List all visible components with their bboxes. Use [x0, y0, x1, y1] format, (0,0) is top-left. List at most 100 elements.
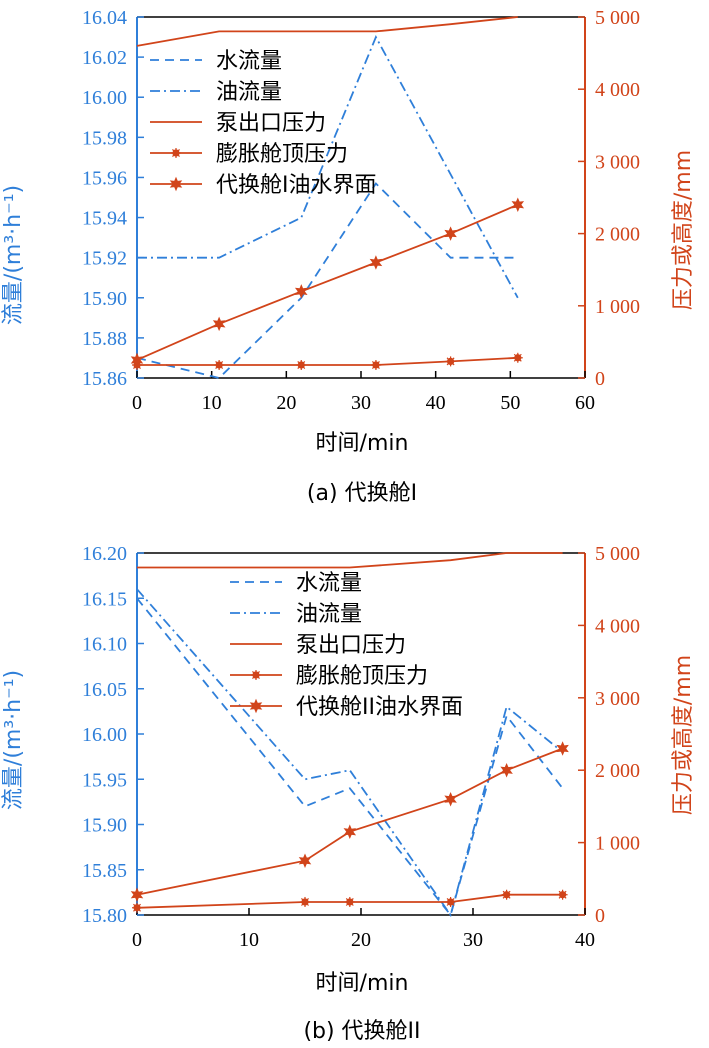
- y-axis-label-right: 压力或高度/mm: [671, 655, 696, 815]
- y-tick-label-left: 16.20: [82, 543, 127, 565]
- x-tick-label: 20: [276, 392, 296, 414]
- data-point-3-ray: [215, 361, 224, 369]
- legend-marker-4: [249, 698, 263, 714]
- y-tick-label-left: 15.98: [82, 127, 127, 149]
- data-point-4: [444, 226, 457, 241]
- y-tick-label-left: 16.00: [82, 87, 127, 109]
- data-point-4: [298, 853, 312, 868]
- data-point-4: [500, 762, 513, 778]
- data-point-4: [369, 255, 383, 270]
- y-axis-label-left: 流量/(m³·h⁻¹): [1, 670, 26, 810]
- y-tick-label-right: 2 000: [595, 224, 640, 246]
- series-line-4: [136, 747, 563, 896]
- data-point-3-ray: [345, 898, 354, 906]
- y-tick-label-right: 4 000: [595, 79, 640, 101]
- x-tick-label: 10: [202, 392, 222, 414]
- data-point-4: [130, 352, 144, 368]
- x-tick-label: 20: [351, 929, 371, 951]
- series-line-2: [137, 552, 563, 569]
- legend-marker-3-ray: [252, 671, 260, 679]
- legend-label-2: 泵出口压力: [296, 633, 406, 658]
- legend-marker-3-ray: [172, 149, 180, 157]
- data-point-4: [294, 284, 308, 299]
- series-line-4: [136, 203, 519, 361]
- legend-marker-4: [169, 176, 183, 192]
- data-point-4: [343, 824, 357, 839]
- legend-label-3: 膨胀舱顶压力: [296, 664, 428, 689]
- y-tick-label-right: 1 000: [595, 296, 640, 318]
- y-tick-label-right: 0: [595, 368, 605, 390]
- data-point-4: [556, 741, 569, 756]
- caption: (b) 代换舱II: [303, 1019, 420, 1044]
- legend-label-4: 代换舱I油水界面: [216, 173, 377, 198]
- y-tick-label-right: 4 000: [595, 615, 640, 637]
- x-tick-label: 0: [132, 392, 142, 414]
- data-point-3-ray: [558, 890, 567, 899]
- data-point-4: [511, 197, 525, 212]
- x-tick-label: 40: [575, 929, 595, 951]
- data-point-4: [130, 887, 144, 902]
- y-tick-label-left: 15.90: [82, 815, 127, 837]
- x-tick-label: 50: [500, 392, 520, 414]
- legend-label-2: 泵出口压力: [216, 111, 326, 136]
- y-tick-label-left: 15.86: [82, 368, 127, 390]
- data-point-3-ray: [297, 361, 306, 369]
- y-tick-label-right: 2 000: [595, 760, 640, 782]
- series-line-0: [136, 182, 518, 379]
- data-point-3-ray: [301, 898, 309, 906]
- legend-label-0: 水流量: [216, 49, 282, 74]
- legend-label-4: 代换舱II油水界面: [296, 695, 463, 720]
- y-tick-label-right: 5 000: [595, 7, 640, 29]
- y-tick-label-left: 16.04: [82, 7, 127, 29]
- series-line-3: [137, 356, 518, 366]
- y-tick-label-right: 5 000: [595, 543, 640, 565]
- data-point-3-ray: [133, 903, 141, 912]
- legend-label-0: 水流量: [296, 571, 362, 596]
- y-tick-label-left: 15.88: [82, 328, 127, 350]
- data-point-3-ray: [446, 357, 455, 366]
- y-axis-label-left: 流量/(m³·h⁻¹): [1, 185, 26, 325]
- y-tick-label-left: 15.96: [82, 167, 127, 189]
- data-point-3-ray: [513, 353, 522, 362]
- data-point-3-ray: [371, 361, 380, 369]
- data-point-3-ray: [502, 890, 511, 899]
- y-tick-label-left: 16.10: [82, 634, 127, 656]
- legend-label-1: 油流量: [296, 602, 362, 627]
- y-tick-label-left: 15.95: [82, 769, 127, 791]
- y-tick-label-right: 0: [595, 905, 605, 927]
- y-tick-label-left: 15.90: [82, 288, 127, 310]
- y-tick-label-left: 15.85: [82, 860, 127, 882]
- y-tick-label-right: 3 000: [595, 151, 640, 173]
- legend-label-3: 膨胀舱顶压力: [216, 142, 348, 167]
- y-tick-label-left: 16.02: [82, 47, 127, 69]
- series-line-1: [136, 588, 564, 918]
- y-tick-label-left: 16.00: [82, 724, 127, 746]
- x-axis-label: 时间/min: [316, 971, 409, 996]
- y-tick-label-left: 15.92: [82, 248, 127, 270]
- series-line-3: [136, 893, 563, 909]
- chart-panel-a: 流量/(m³·h⁻¹) 压力或高度/mm 时间/min (a) 代换舱I 0 10…: [1, 7, 696, 506]
- x-tick-label: 30: [351, 392, 371, 414]
- x-tick-label: 60: [575, 392, 595, 414]
- y-tick-label-left: 16.15: [82, 588, 127, 610]
- series-line-1: [137, 35, 519, 299]
- series-line-0: [136, 597, 564, 917]
- x-tick-label: 40: [426, 392, 446, 414]
- legend-label-1: 油流量: [216, 80, 282, 105]
- x-tick-label: 30: [463, 929, 483, 951]
- y-tick-label-right: 3 000: [595, 688, 640, 710]
- y-axis-label-right: 压力或高度/mm: [671, 150, 696, 310]
- x-tick-label: 0: [132, 929, 142, 951]
- data-point-3-ray: [446, 898, 455, 906]
- x-tick-label: 10: [239, 929, 259, 951]
- y-tick-label-left: 16.05: [82, 679, 127, 701]
- y-tick-label-left: 15.80: [82, 905, 127, 927]
- data-point-4: [212, 316, 226, 332]
- data-point-4: [444, 791, 457, 807]
- caption: (a) 代换舱I: [307, 481, 417, 506]
- y-tick-label-right: 1 000: [595, 833, 640, 855]
- series-line-2: [136, 16, 518, 47]
- x-axis-label: 时间/min: [316, 431, 409, 456]
